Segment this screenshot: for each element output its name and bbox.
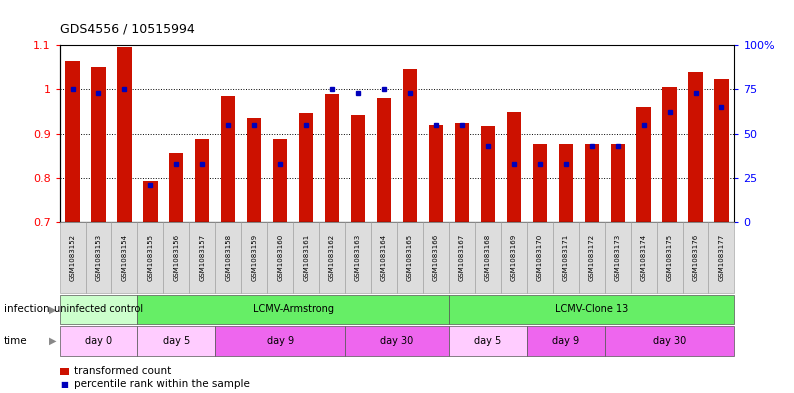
Text: day 5: day 5 [474, 336, 502, 346]
Text: GSM1083176: GSM1083176 [692, 234, 699, 281]
Bar [65, 61, 79, 222]
Text: GSM1083165: GSM1083165 [407, 234, 413, 281]
Bar [559, 144, 572, 222]
Text: time: time [4, 336, 28, 346]
Bar [662, 87, 676, 222]
Text: GSM1083163: GSM1083163 [355, 234, 361, 281]
Text: GSM1083168: GSM1083168 [485, 234, 491, 281]
Text: day 30: day 30 [380, 336, 414, 346]
Text: GSM1083159: GSM1083159 [251, 234, 257, 281]
Bar [403, 69, 417, 222]
Text: GSM1083161: GSM1083161 [303, 234, 309, 281]
Text: GDS4556 / 10515994: GDS4556 / 10515994 [60, 22, 195, 35]
Text: GSM1083169: GSM1083169 [511, 234, 517, 281]
Bar [507, 112, 521, 222]
Text: GSM1083172: GSM1083172 [588, 234, 595, 281]
Text: GSM1083158: GSM1083158 [225, 234, 231, 281]
Text: ▶: ▶ [49, 305, 56, 314]
Text: percentile rank within the sample: percentile rank within the sample [74, 379, 250, 389]
Bar [351, 115, 365, 222]
Bar [169, 152, 183, 222]
Text: GSM1083156: GSM1083156 [173, 234, 179, 281]
Bar [584, 144, 599, 222]
Bar [429, 125, 443, 222]
Text: LCMV-Armstrong: LCMV-Armstrong [252, 305, 333, 314]
Bar [118, 48, 132, 222]
Text: GSM1083160: GSM1083160 [277, 234, 283, 281]
Text: GSM1083171: GSM1083171 [563, 234, 569, 281]
Text: GSM1083173: GSM1083173 [615, 234, 621, 281]
Text: ▶: ▶ [49, 336, 56, 346]
Text: GSM1083154: GSM1083154 [121, 234, 128, 281]
Text: GSM1083152: GSM1083152 [70, 234, 75, 281]
Text: day 0: day 0 [85, 336, 112, 346]
Bar [299, 113, 314, 222]
Text: GSM1083157: GSM1083157 [199, 234, 206, 281]
Bar [273, 139, 287, 222]
Text: GSM1083170: GSM1083170 [537, 234, 543, 281]
Bar [533, 144, 547, 222]
Bar [611, 144, 625, 222]
Text: GSM1083166: GSM1083166 [433, 234, 439, 281]
Text: ■: ■ [60, 380, 68, 389]
Text: GSM1083167: GSM1083167 [459, 234, 465, 281]
Text: GSM1083164: GSM1083164 [381, 234, 387, 281]
Bar [715, 79, 729, 222]
Text: GSM1083153: GSM1083153 [95, 234, 102, 281]
Bar [222, 96, 235, 222]
Bar [637, 107, 651, 222]
Bar [91, 67, 106, 222]
Text: infection: infection [4, 305, 49, 314]
Text: day 5: day 5 [163, 336, 190, 346]
Bar [480, 126, 495, 222]
Bar [377, 98, 391, 222]
Bar [143, 181, 157, 222]
Text: transformed count: transformed count [74, 366, 171, 376]
Bar [195, 139, 210, 222]
Text: day 9: day 9 [267, 336, 294, 346]
Text: day 30: day 30 [653, 336, 686, 346]
Bar [247, 118, 261, 222]
Text: GSM1083174: GSM1083174 [641, 234, 646, 281]
Text: GSM1083155: GSM1083155 [148, 234, 153, 281]
Bar [688, 72, 703, 222]
Text: day 9: day 9 [552, 336, 580, 346]
Text: GSM1083177: GSM1083177 [719, 234, 724, 281]
Text: GSM1083162: GSM1083162 [329, 234, 335, 281]
Bar [455, 123, 469, 222]
Bar [325, 94, 339, 222]
Text: uninfected control: uninfected control [54, 305, 143, 314]
Text: LCMV-Clone 13: LCMV-Clone 13 [555, 305, 628, 314]
Text: GSM1083175: GSM1083175 [666, 234, 673, 281]
